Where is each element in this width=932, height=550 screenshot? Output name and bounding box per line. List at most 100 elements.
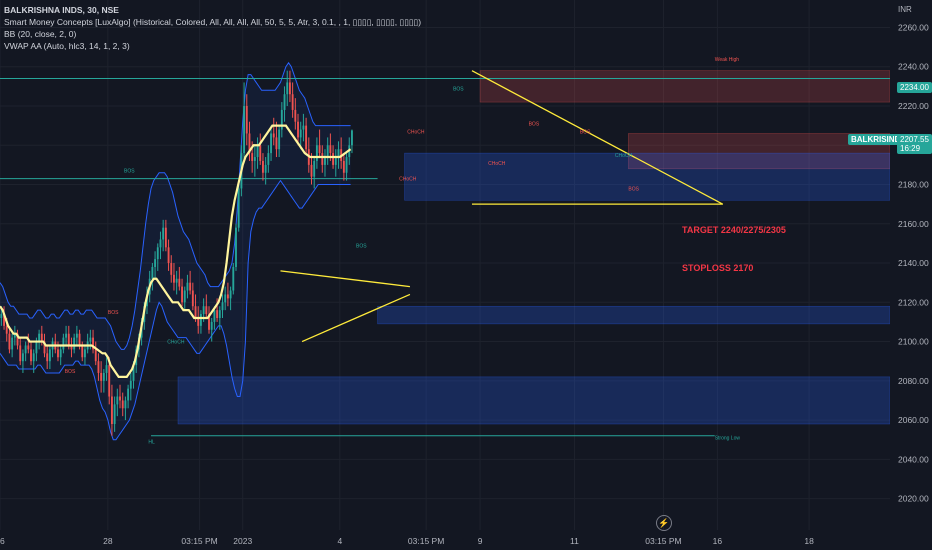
candle-body: [11, 337, 14, 350]
legend-symbol[interactable]: BALKRISHNA INDS, 30, NSE: [4, 5, 119, 15]
y-tick-label: 2120.00: [898, 297, 929, 307]
candle-body: [27, 345, 30, 350]
candle-body: [267, 153, 270, 165]
candle-body: [13, 333, 16, 338]
legend-smc-indicator[interactable]: Smart Money Concepts [LuxAlgo] (Historic…: [4, 17, 422, 27]
candle-body: [48, 349, 51, 362]
candle-body: [30, 349, 32, 362]
candle-body: [237, 188, 240, 228]
candle-body: [21, 353, 24, 362]
candle-body: [297, 121, 299, 138]
candle-body: [224, 294, 227, 303]
candle-body: [159, 239, 162, 248]
smc-label: BOS: [356, 243, 367, 249]
candle-body: [97, 361, 100, 373]
candle-body: [38, 333, 41, 342]
candle-body: [32, 353, 35, 362]
candle-body: [221, 302, 224, 311]
x-tick-label: 03:15 PM: [645, 536, 681, 546]
candle-body: [318, 145, 321, 154]
symbol-tag[interactable]: BALKRISIND: [848, 134, 904, 145]
candle-body: [73, 337, 76, 350]
candle-body: [170, 263, 173, 275]
y-tick-label: 2240.00: [898, 62, 929, 72]
y-tick-label: 2220.00: [898, 101, 929, 111]
smc-label: BOS: [124, 169, 135, 175]
candle-body: [108, 365, 111, 397]
x-tick-label: 9: [478, 536, 483, 546]
y-tick-label: 2180.00: [898, 180, 929, 190]
candle-body: [84, 349, 86, 358]
candle-body: [75, 333, 78, 338]
candle-body: [208, 314, 210, 330]
x-tick-label: 4: [337, 536, 342, 546]
y-tick-label: 2060.00: [898, 415, 929, 425]
legend-bb-indicator[interactable]: BB (20, close, 2, 0): [4, 29, 77, 39]
time-axis: [0, 530, 932, 550]
candle-body: [248, 133, 251, 154]
candle-body: [89, 337, 92, 342]
last-price: 2207.55: [900, 135, 929, 144]
x-tick-label: 11: [570, 536, 579, 546]
currency-unit: INR: [898, 5, 912, 14]
candle-body: [275, 137, 278, 150]
candle-body: [302, 125, 305, 130]
supply-zone: [628, 133, 891, 170]
candle-body: [124, 400, 127, 409]
candle-body: [315, 145, 318, 161]
candle-body: [116, 396, 119, 405]
candle-body: [337, 149, 340, 158]
y-tick-label: 2140.00: [898, 258, 929, 268]
candle-body: [70, 345, 73, 350]
trendline: [301, 293, 411, 343]
candle-body: [334, 157, 337, 165]
candle-body: [162, 227, 165, 240]
y-tick-label: 2100.00: [898, 337, 929, 347]
smc-label: CHoCH: [615, 153, 633, 159]
x-tick-label: 16: [713, 536, 723, 546]
candle-body: [178, 278, 181, 287]
candle-body: [181, 286, 183, 303]
legend-vwap-indicator[interactable]: VWAP AA (Auto, hlc3, 14, 1, 2, 3): [4, 41, 130, 51]
candle-body: [105, 365, 108, 373]
trendline: [280, 270, 411, 288]
candle-body: [245, 106, 248, 134]
candle-body: [310, 164, 313, 177]
y-tick-label: 2040.00: [898, 454, 929, 464]
candle-body: [213, 310, 216, 322]
smc-label: BOS: [65, 369, 76, 375]
candle-body: [305, 125, 308, 150]
bb-lower-line: [0, 179, 351, 441]
candle-body: [186, 282, 189, 291]
smc-label: BOS: [453, 86, 464, 92]
candle-body: [81, 345, 84, 358]
candle-body: [8, 333, 11, 350]
candle-body: [256, 145, 259, 158]
smc-label: BOS: [108, 310, 119, 316]
candle-body: [210, 321, 213, 330]
candle-body: [62, 337, 65, 350]
candle-body: [40, 333, 43, 342]
candle-body: [167, 247, 170, 264]
candle-body: [46, 353, 49, 362]
candle-body: [110, 396, 113, 424]
candle-body: [65, 333, 68, 338]
candle-body: [280, 109, 283, 130]
demand-zone: [377, 305, 891, 325]
candle-body: [129, 380, 132, 389]
candle-body: [43, 341, 46, 354]
y-tick-label: 2160.00: [898, 219, 929, 229]
x-tick-label: 03:15 PM: [408, 536, 444, 546]
candle-body: [191, 290, 194, 307]
vwap-line: [0, 124, 352, 378]
candle-body: [253, 157, 256, 161]
candle-body: [3, 314, 5, 326]
candle-body: [24, 345, 27, 354]
candle-body: [262, 160, 264, 173]
candle-body: [164, 227, 167, 248]
lightning-icon[interactable]: ⚡: [656, 515, 672, 531]
smc-label: CHoCH: [488, 161, 506, 167]
last-price-tag: 2207.55 16:29: [897, 134, 932, 154]
smc-label: HL: [148, 440, 155, 446]
